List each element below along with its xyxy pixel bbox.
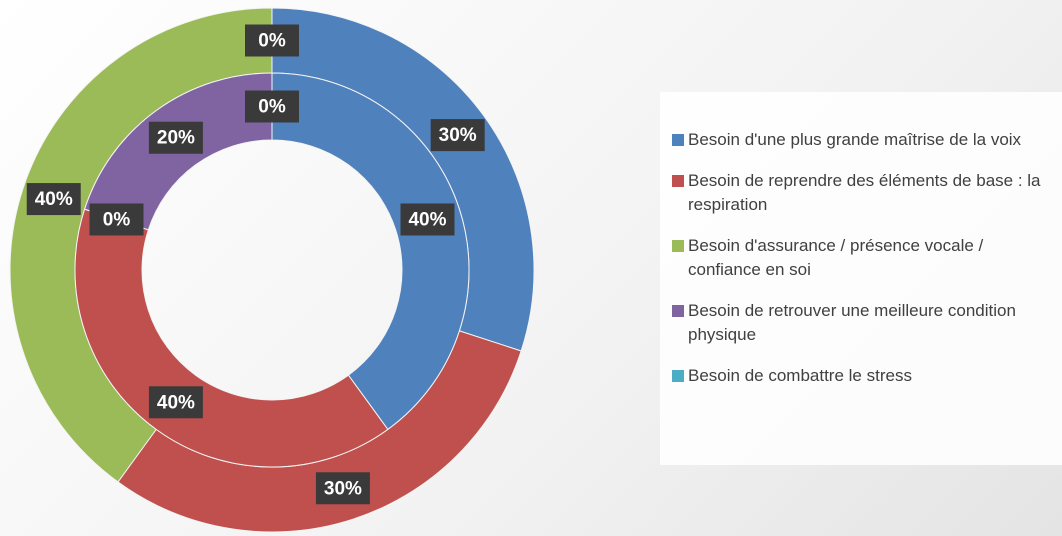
legend-text: Besoin d'une plus grande maîtrise de la … — [688, 130, 1022, 149]
legend-item: Besoin d'une plus grande maîtrise de la … — [672, 128, 1062, 152]
legend-swatch — [672, 305, 684, 317]
data-label: 40% — [26, 183, 81, 216]
legend-text: Besoin d'assurance / présence vocale / c… — [688, 236, 984, 279]
data-label-text: 40% — [157, 392, 195, 413]
data-label: 20% — [148, 121, 203, 154]
data-label-text: 40% — [35, 189, 73, 210]
data-label: 0% — [245, 24, 299, 57]
data-label-box — [245, 90, 299, 123]
data-label: 40% — [400, 203, 455, 236]
legend-swatch — [672, 240, 684, 252]
slice — [271, 72, 470, 431]
data-label-text: 0% — [258, 97, 286, 118]
data-label-text: 0% — [103, 209, 131, 230]
data-label-box — [400, 203, 455, 236]
data-label-box — [26, 183, 81, 216]
data-label-box — [89, 203, 144, 236]
data-label-text: 30% — [324, 478, 362, 499]
data-label-box — [148, 121, 203, 154]
legend-item: Besoin de retrouver une meilleure condit… — [672, 299, 1062, 347]
legend-swatch — [672, 370, 684, 382]
data-label-text: 40% — [408, 209, 446, 230]
data-label-box — [148, 386, 203, 419]
data-label: 40% — [148, 386, 203, 419]
legend-text: Besoin de reprendre des éléments de base… — [688, 171, 1041, 214]
data-label-box — [245, 24, 299, 57]
legend-swatch — [672, 134, 684, 146]
data-label-text: 30% — [439, 125, 477, 146]
data-label: 30% — [430, 119, 485, 152]
legend-swatch — [672, 175, 684, 187]
data-label: 30% — [315, 472, 370, 505]
chart: 30%30%40%0%0%40%40%0%20%0% — [9, 7, 535, 533]
legend-item: Besoin de combattre le stress — [672, 364, 1062, 388]
data-label-text: 0% — [258, 31, 286, 52]
data-label-box — [315, 472, 370, 505]
data-label: 0% — [89, 203, 144, 236]
data-label: 0% — [245, 90, 299, 123]
legend-item: Besoin d'assurance / présence vocale / c… — [672, 234, 1062, 282]
legend-item: Besoin de reprendre des éléments de base… — [672, 169, 1062, 217]
data-label-box — [430, 119, 485, 152]
legend: Besoin d'une plus grande maîtrise de la … — [660, 92, 1062, 465]
data-label-text: 20% — [157, 128, 195, 149]
legend-text: Besoin de combattre le stress — [688, 366, 912, 385]
legend-text: Besoin de retrouver une meilleure condit… — [688, 301, 1016, 344]
